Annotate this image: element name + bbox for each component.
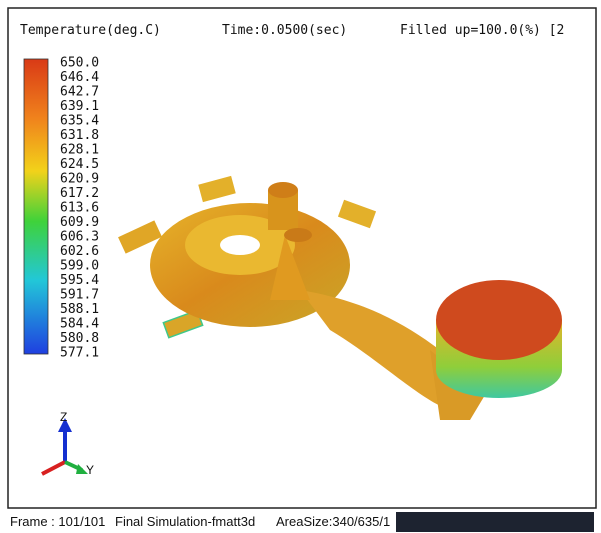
legend-label: 588.1 — [60, 302, 99, 317]
legend-label: 599.0 — [60, 259, 99, 274]
legend-label: 606.3 — [60, 230, 99, 245]
frame-label: Frame : 101/101 — [10, 514, 105, 529]
legend-label: 613.6 — [60, 201, 99, 216]
legend-label: 624.5 — [60, 157, 99, 172]
legend-label: 639.1 — [60, 99, 99, 114]
quantity-label: Temperature(deg.C) — [20, 23, 161, 38]
legend-label: 628.1 — [60, 143, 99, 158]
color-scale — [24, 59, 48, 354]
legend-label: 580.8 — [60, 331, 99, 346]
legend-label: 635.4 — [60, 114, 99, 129]
time-label: Time:0.0500(sec) — [222, 23, 347, 38]
fill-label: Filled up=100.0(%) [2 — [400, 23, 564, 38]
legend-label: 620.9 — [60, 172, 99, 187]
legend-label: 631.8 — [60, 128, 99, 143]
legend-label: 577.1 — [60, 346, 99, 361]
legend-labels: 650.0646.4642.7639.1635.4631.8628.1624.5… — [60, 56, 99, 361]
simulation-name: Final Simulation-fmatt3d — [115, 514, 255, 529]
legend-label: 642.7 — [60, 85, 99, 100]
legend-label: 650.0 — [60, 56, 99, 71]
legend-label: 646.4 — [60, 70, 99, 85]
page: {"header": {"quantity": "Temperature(deg… — [0, 0, 601, 533]
legend-label: 602.6 — [60, 244, 99, 259]
logo-banner — [396, 512, 594, 532]
y-axis-label: Y — [86, 463, 94, 477]
area-size: AreaSize:340/635/1 — [276, 514, 390, 529]
legend-label: 609.9 — [60, 215, 99, 230]
legend-label: 595.4 — [60, 273, 99, 288]
legend-label: 584.4 — [60, 317, 99, 332]
legend-label: 617.2 — [60, 186, 99, 201]
simulation-view: Temperature(deg.C) Time:0.0500(sec) Fill… — [0, 0, 601, 533]
legend-label: 591.7 — [60, 288, 99, 303]
z-axis-label: Z — [60, 410, 67, 424]
